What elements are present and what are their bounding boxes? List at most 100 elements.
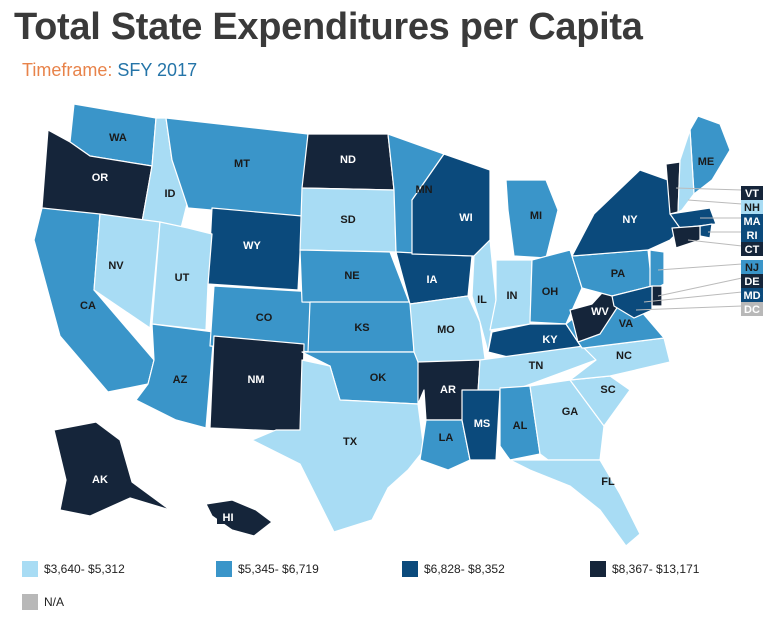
legend-item-3: $6,828- $8,352: [402, 561, 505, 577]
state-nj[interactable]: [649, 249, 665, 293]
state-nh[interactable]: [677, 129, 695, 213]
state-ct[interactable]: [671, 225, 701, 249]
state-label-wv: WV: [591, 306, 609, 318]
state-label-nc: NC: [616, 350, 632, 362]
state-label-nv: NV: [108, 260, 124, 272]
state-label-ma: MA: [743, 216, 760, 228]
us-map: WA OR ID MT WY CA NV UT AZ CO NM ND SD NE KS OK TX MN IA MO…: [33, 103, 763, 547]
state-label-ut: UT: [175, 272, 190, 284]
state-label-mi: MI: [530, 210, 542, 222]
state-label-ak: AK: [92, 474, 108, 486]
state-label-box-nh: [741, 200, 763, 214]
state-label-tn: TN: [529, 360, 544, 372]
state-ny[interactable]: [571, 169, 681, 257]
state-label-va: VA: [619, 318, 634, 330]
legend-item-1: $3,640- $5,312: [22, 561, 125, 577]
state-label-ms: MS: [474, 418, 491, 430]
legend-label-4: $8,367- $13,171: [612, 562, 700, 576]
state-label-box-vt: [741, 186, 763, 200]
state-label-box-ma: [741, 214, 763, 228]
state-ma[interactable]: [669, 207, 717, 229]
state-label-dc: DC: [744, 304, 760, 316]
legend-label-5: N/A: [44, 595, 65, 609]
state-ak[interactable]: [53, 421, 171, 517]
legend-item-5: N/A: [22, 594, 64, 610]
page-title: Total State Expenditures per Capita: [14, 6, 643, 48]
state-label-az: AZ: [173, 374, 188, 386]
leader-line-ct: [687, 239, 743, 247]
leader-line-nh: [687, 199, 743, 205]
state-label-mt: MT: [234, 158, 250, 170]
state-label-sc: SC: [600, 384, 615, 396]
legend-item-2: $5,345- $6,719: [216, 561, 319, 577]
state-nv[interactable]: [93, 213, 161, 329]
state-label-co: CO: [256, 312, 273, 324]
state-label-me: ME: [698, 156, 715, 168]
legend-label-1: $3,640- $5,312: [44, 562, 125, 576]
state-label-de: DE: [744, 276, 759, 288]
state-label-ga: GA: [562, 406, 579, 418]
state-ri[interactable]: [699, 223, 713, 239]
state-la[interactable]: [419, 419, 471, 471]
state-label-nd: ND: [340, 154, 356, 166]
leader-line-dc: [635, 305, 743, 311]
state-al[interactable]: [499, 385, 541, 461]
state-label-ar: AR: [440, 384, 456, 396]
state-label-ny: NY: [622, 214, 638, 226]
leader-line-nj: [657, 263, 743, 271]
state-label-ca: CA: [80, 300, 96, 312]
state-label-ky: KY: [542, 334, 558, 346]
state-label-box-dc: [741, 302, 763, 316]
state-label-la: LA: [439, 432, 454, 444]
state-de[interactable]: [651, 285, 663, 307]
state-oh[interactable]: [529, 249, 583, 325]
state-label-id: ID: [165, 188, 176, 200]
state-label-ne: NE: [344, 270, 359, 282]
legend-swatch-4: [590, 561, 606, 577]
state-in[interactable]: [489, 259, 533, 331]
state-label-ct: CT: [745, 244, 760, 256]
legend-swatch-5: [22, 594, 38, 610]
state-label-box-ct: [741, 242, 763, 256]
state-label-nh: NH: [744, 202, 760, 214]
state-label-hi: HI: [223, 512, 234, 524]
state-label-or: OR: [92, 172, 109, 184]
state-label-box-nj: [741, 260, 763, 274]
legend-swatch-3: [402, 561, 418, 577]
timeframe-label: Timeframe:: [22, 60, 113, 80]
state-label-tx: TX: [343, 436, 358, 448]
state-label-oh: OH: [542, 286, 559, 298]
state-label-pa: PA: [611, 268, 626, 280]
leader-line-vt: [675, 187, 743, 191]
state-ms[interactable]: [461, 389, 501, 461]
legend-item-4: $8,367- $13,171: [590, 561, 699, 577]
state-label-ia: IA: [427, 274, 438, 286]
state-fl[interactable]: [509, 459, 641, 547]
state-tx[interactable]: [251, 359, 425, 533]
state-label-box-de: [741, 274, 763, 288]
state-label-nm: NM: [247, 374, 264, 386]
state-label-wa: WA: [109, 132, 127, 144]
state-label-wi: WI: [459, 212, 472, 224]
state-label-il: IL: [477, 294, 487, 306]
legend-label-2: $5,345- $6,719: [238, 562, 319, 576]
state-label-sd: SD: [340, 214, 355, 226]
state-tn[interactable]: [477, 345, 597, 393]
state-label-in: IN: [507, 290, 518, 302]
state-label-ok: OK: [370, 372, 387, 384]
state-label-al: AL: [513, 420, 528, 432]
state-label-md: MD: [743, 290, 760, 302]
legend-swatch-1: [22, 561, 38, 577]
state-label-vt: VT: [745, 188, 759, 200]
timeframe: Timeframe: SFY 2017: [22, 60, 197, 81]
state-label-ri: RI: [747, 230, 758, 242]
state-az[interactable]: [135, 323, 215, 429]
state-label-mo: MO: [437, 324, 455, 336]
state-me[interactable]: [689, 115, 731, 195]
state-label-wy: WY: [243, 240, 261, 252]
state-label-box-hi: [217, 510, 239, 524]
leader-line-md: [643, 291, 743, 303]
legend-label-3: $6,828- $8,352: [424, 562, 505, 576]
legend-swatch-2: [216, 561, 232, 577]
state-label-nj: NJ: [745, 262, 759, 274]
